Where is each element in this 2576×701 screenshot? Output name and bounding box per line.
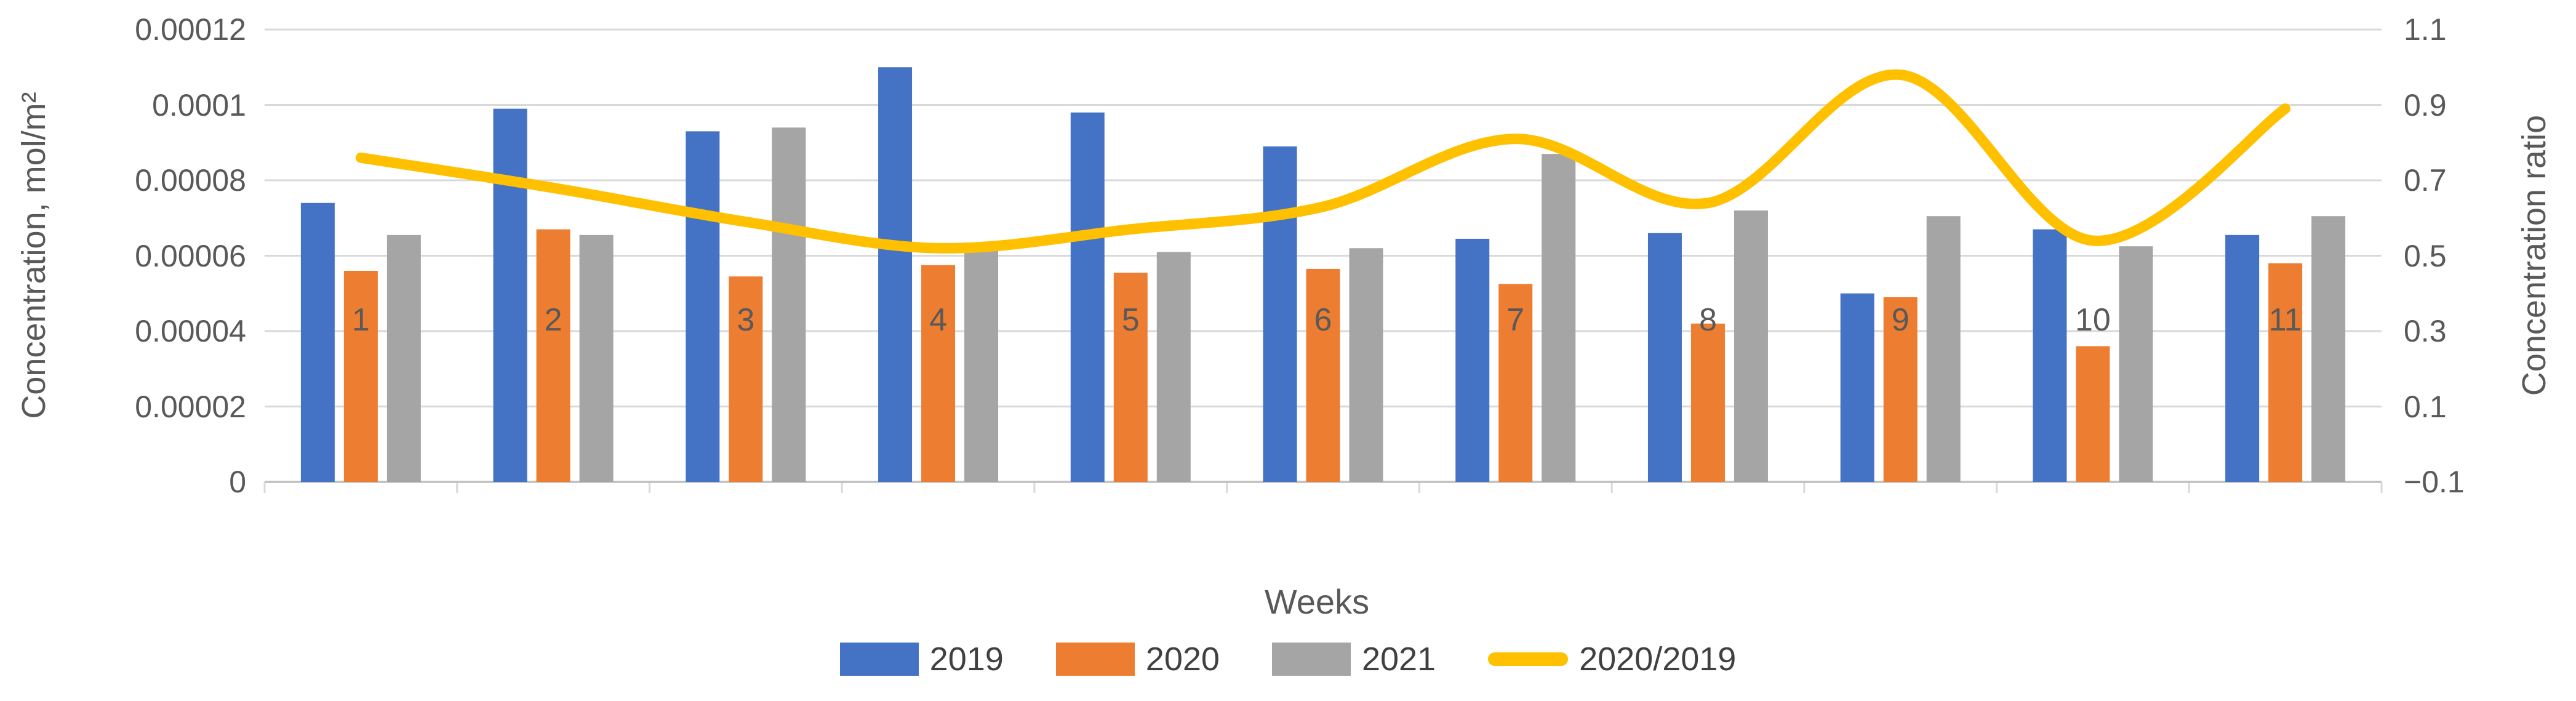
x-tick-label-week-8: 8 (1698, 302, 1717, 338)
legend-line-swatch-2020-2019 (1488, 652, 1569, 666)
x-tick-label-week-9: 9 (1891, 302, 1910, 338)
bar-2021-week-3 (772, 127, 806, 482)
bar-2019-week-9 (1840, 293, 1874, 482)
bar-2019-week-5 (1070, 112, 1105, 482)
bar-2020-week-3 (729, 276, 763, 482)
x-tick-label-week-5: 5 (1121, 302, 1140, 338)
bar-2021-week-1 (386, 234, 421, 482)
y-right-tick-label: −0.1 (2404, 465, 2465, 499)
legend-label: 2019 (929, 641, 1004, 678)
bar-2019-week-3 (686, 131, 720, 482)
bar-2019-week-1 (300, 202, 335, 482)
bar-2021-week-9 (1926, 216, 1961, 482)
y-right-tick-label: 0.5 (2404, 238, 2447, 273)
bar-2021-week-7 (1542, 154, 1576, 482)
y-left-tick-label: 0 (229, 465, 246, 499)
y-right-tick-label: 1.1 (2404, 12, 2447, 47)
y-right-tick-label: 0.9 (2404, 87, 2447, 122)
bar-2019-week-6 (1263, 146, 1297, 482)
y-left-tick-label: 0.00008 (135, 163, 246, 198)
bar-2021-week-10 (2119, 246, 2153, 482)
bar-2020-week-7 (1498, 284, 1533, 482)
bar-2021-week-11 (2311, 216, 2346, 482)
bar-2019-week-4 (878, 67, 913, 482)
bar-2021-week-6 (1349, 248, 1383, 482)
bar-2019-week-7 (1455, 238, 1490, 482)
bar-2020-week-2 (536, 229, 570, 482)
bar-2019-week-8 (1647, 233, 1682, 482)
line-2020-2019 (355, 69, 2291, 254)
bar-2020-week-6 (1306, 268, 1340, 482)
y-right-tick-label: 0.3 (2404, 314, 2447, 348)
bar-2020-week-4 (921, 265, 956, 482)
legend-swatch-2019 (839, 643, 919, 676)
bar-2019-week-10 (2033, 229, 2067, 482)
x-tick-label-week-10: 10 (2074, 302, 2111, 338)
y-right-tick-label: 0.7 (2404, 163, 2447, 198)
bar-2019-week-2 (493, 108, 527, 482)
x-tick-label-week-6: 6 (1314, 302, 1332, 338)
bar-2020-week-1 (343, 271, 378, 482)
x-tick-label-week-3: 3 (737, 302, 755, 338)
legend-item-2020-2019: 2020/2019 (1488, 641, 1736, 677)
x-tick-label-week-2: 2 (544, 302, 562, 338)
y-right-axis-title: Concentration ratio (2516, 114, 2553, 396)
y-left-tick-label: 0.00002 (135, 389, 246, 424)
legend-item-2020: 2020 (1055, 641, 1220, 678)
y-right-tick-label: 0.1 (2404, 389, 2447, 424)
bar-2021-week-2 (579, 234, 614, 482)
y-left-tick-label: 0.00004 (135, 314, 246, 348)
x-axis-title: Weeks (1264, 582, 1370, 621)
bar-2021-week-5 (1156, 252, 1191, 482)
legend-label: 2020 (1145, 641, 1220, 678)
x-tick-label-week-1: 1 (351, 302, 370, 338)
y-left-axis-title: Concentration, mol/m² (15, 92, 52, 419)
bar-2019-week-11 (2225, 234, 2260, 482)
legend-swatch-2021 (1271, 643, 1351, 676)
bar-2021-week-8 (1734, 210, 1768, 482)
legend-label: 2021 (1361, 641, 1436, 678)
legend-swatch-2020 (1055, 643, 1135, 676)
bar-2021-week-4 (964, 242, 999, 482)
x-tick-label-week-4: 4 (929, 302, 947, 338)
bar-2020-week-8 (1690, 323, 1725, 482)
legend-item-2021: 2021 (1271, 641, 1436, 678)
bar-2020-week-10 (2076, 346, 2110, 482)
legend-item-2019: 2019 (839, 641, 1004, 678)
bar-2020-week-9 (1883, 297, 1918, 482)
bar-2020-week-5 (1113, 273, 1148, 482)
x-tick-label-week-11: 11 (2268, 302, 2302, 338)
legend-label: 2020/2019 (1579, 641, 1737, 678)
y-left-tick-label: 0.0001 (152, 87, 246, 122)
x-tick-label-week-7: 7 (1506, 302, 1525, 338)
chart-legend: 2019 2020 2021 2020/2019 (0, 641, 2576, 677)
bar-2020-week-11 (2268, 263, 2303, 482)
y-left-tick-label: 0.00006 (135, 238, 246, 273)
y-left-tick-label: 0.00012 (135, 12, 246, 47)
